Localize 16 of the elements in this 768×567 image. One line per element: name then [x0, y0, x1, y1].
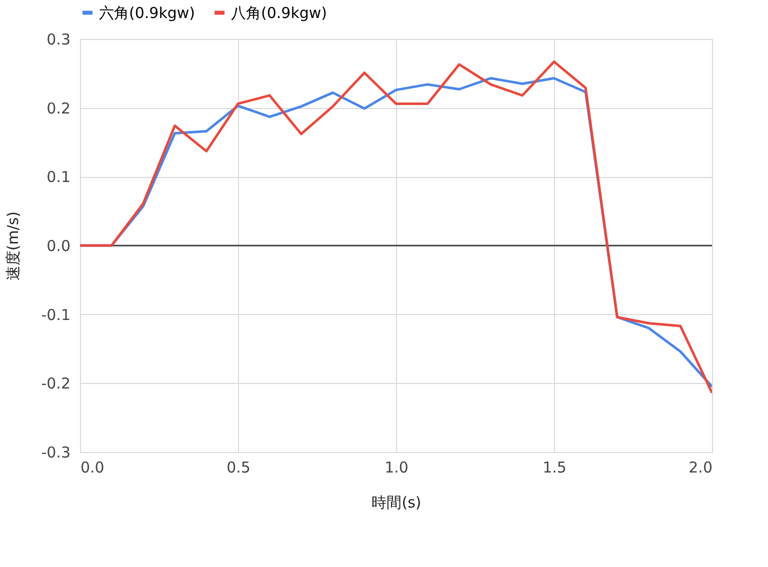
y-tick-label: -0.2: [41, 374, 70, 393]
y-axis-title: 速度(m/s): [4, 211, 22, 281]
x-tick-label: 0.0: [80, 458, 104, 476]
y-tick-label: 0.2: [46, 99, 70, 118]
y-tick-label: -0.3: [41, 444, 70, 462]
x-tick-label: 1.0: [384, 458, 408, 476]
x-axis-title: 時間(s): [372, 494, 422, 512]
legend-label: 八角(0.9kgw): [231, 4, 328, 22]
x-tick-label: 0.5: [226, 458, 250, 476]
y-tick-label: 0.3: [46, 30, 70, 48]
y-tick-label: 0.1: [46, 168, 70, 186]
y-tick-label: -0.1: [41, 306, 70, 324]
x-tick-label: 2.0: [688, 458, 712, 476]
y-tick-label: 0.0: [46, 237, 70, 255]
legend-label: 六角(0.9kgw): [99, 4, 196, 22]
x-tick-label: 1.5: [542, 458, 566, 476]
